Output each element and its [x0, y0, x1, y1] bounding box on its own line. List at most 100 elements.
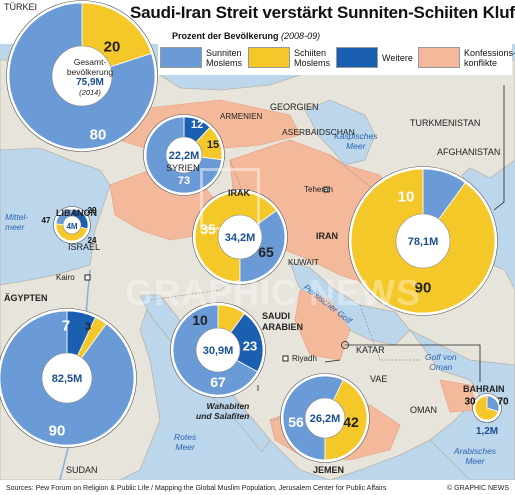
pie-value-label-iran-1: 90	[415, 279, 432, 296]
label-aegypten: ÄGYPTEN	[4, 293, 48, 303]
pie-value-label-ägypten-0: 90	[49, 422, 66, 439]
legend-swatch-sunni	[160, 47, 202, 68]
pie-value-label-libanon-1: 29	[88, 206, 97, 215]
label-georgien: GEORGIEN	[270, 102, 319, 112]
pie-center-label-iran: 78,1M	[408, 236, 439, 248]
label-golf-von-oman: Golf von Oman	[425, 352, 457, 372]
label-irak: IRAK	[228, 188, 250, 198]
pie-center-label-syrien: 22,2M	[169, 150, 200, 162]
pie-value-label-libanon-0: 24	[88, 236, 97, 245]
pie-hole-türkei	[51, 45, 113, 107]
pie-irak: 34,2M 35 65	[192, 189, 288, 285]
pie-value-label-türkei-1: 20	[104, 38, 121, 55]
pie-center-label-ägypten: 82,5M	[52, 373, 83, 385]
pie-center-label-saudi-arabien: 30,9M	[203, 345, 234, 357]
label-kairo: Kairo	[56, 273, 75, 282]
pie-value-label-jemen-0: 56	[288, 414, 304, 430]
pie-slice-bahrain-1	[474, 395, 499, 421]
label-vae: VAE	[370, 374, 388, 384]
pie-bahrain: 1,2M 30 70	[464, 393, 509, 437]
legend-item-other: Weitere	[336, 47, 413, 68]
pie-value-label-türkei-0: 80	[90, 126, 107, 143]
pie-center-label-libanon: 4M	[66, 222, 77, 231]
pie-value-label-bahrain-0: 30	[464, 397, 476, 408]
legend-item-sunni: Sunniten Moslems	[160, 47, 242, 68]
label-arabisches-meer: Arabisches Meer	[454, 446, 497, 466]
city-marker-kairo	[84, 274, 91, 281]
pie-hole-iran	[395, 213, 451, 269]
pie-value-label-syrien-1: 12	[191, 119, 203, 131]
pie-hole-libanon	[62, 215, 82, 235]
label-kuwait: KUWAIT	[288, 258, 319, 267]
pie-center-label-irak: 34,2M	[225, 232, 256, 244]
pie-hole-ägypten	[41, 352, 93, 404]
pie-value-label-ägypten-1: 7	[62, 317, 70, 334]
label-sudan: SUDAN	[66, 465, 98, 475]
label-teheran: Teheran	[304, 185, 333, 194]
credit: © GRAPHIC NEWS	[447, 485, 509, 492]
pie-value-label-bahrain-1: 70	[497, 397, 509, 408]
pie-center-label-türkei-0: Gesamt-	[74, 57, 107, 67]
pie-value-label-syrien-2: 15	[207, 139, 219, 151]
page-title: Saudi-Iran Streit verstärkt Sunniten-Sch…	[130, 3, 515, 22]
legend-label-sunni: Sunniten Moslems	[206, 47, 243, 68]
label-kaspisches-meer: Kaspisches Meer	[334, 131, 378, 151]
label-bahrain: BAHRAIN	[463, 384, 505, 394]
city-marker-tehran	[323, 186, 330, 193]
legend-label-other: Weitere	[382, 52, 413, 63]
pie-value-label-irak-0: 35	[200, 221, 216, 237]
pie-hole-syrien	[165, 136, 203, 174]
legend-item-conflict: Konfessions- konflikte	[418, 47, 515, 68]
pie-value-label-irak-1: 65	[258, 244, 274, 260]
pie-syrien: 22,2M 73 12 15	[143, 114, 225, 196]
pie-center-label-bahrain: 1,2M	[476, 426, 498, 437]
label-tuerkei: TÜRKEI	[4, 2, 38, 12]
mediterranean-sea	[0, 147, 111, 286]
legend-label-shia: Schiiten Moslems	[294, 47, 331, 68]
legend-swatch-other	[336, 47, 378, 68]
legend-item-shia: Schiiten Moslems	[248, 47, 330, 68]
label-mittelmeer: Mittel- meer	[5, 212, 29, 232]
pie-value-label-syrien-0: 73	[178, 175, 190, 187]
watermark-text: GRAPHIC NEWS	[125, 272, 422, 313]
pie-center-label-türkei-3: (2014)	[79, 88, 101, 97]
label-oman: OMAN	[410, 405, 437, 415]
label-turkmenistan: TURKMENISTAN	[410, 118, 481, 128]
pie-libanon: 4M 24 29 47	[42, 206, 97, 245]
pie-value-label-saudi-arabien-0: 67	[210, 374, 226, 390]
label-armenien: ARMENIEN	[220, 112, 263, 121]
label-riyadh: Riyadh	[292, 354, 317, 363]
pie-hole-saudi-arabien	[195, 327, 241, 373]
label-iran: IRAN	[316, 231, 338, 241]
subtitle: Prozent der Bevölkerung (2008-09)	[172, 31, 320, 41]
city-markers	[84, 186, 330, 362]
pie-saudi-arabien: 30,9M 67 10 23	[170, 302, 266, 398]
pie-value-label-libanon-2: 47	[42, 216, 51, 225]
legend-swatch-conflict	[418, 47, 460, 68]
legend-swatch-shia	[248, 47, 290, 68]
label-jemen: JEMEN	[313, 465, 345, 475]
pie-hole-jemen	[304, 397, 346, 439]
label-katar: KATAR	[356, 345, 385, 355]
pie-jemen: 26,2M 56 42	[280, 373, 370, 463]
caspian-sea	[304, 99, 376, 166]
pie-value-label-saudi-arabien-2: 23	[243, 339, 257, 354]
label-rotes-meer: Rotes Meer	[174, 432, 197, 452]
pie-value-label-ägypten-2: 3	[85, 321, 91, 333]
label-aserbaidschan: ASERBAIDSCHAN	[282, 127, 355, 137]
pie-slice-irak-0	[239, 209, 286, 283]
pie-center-label-türkei-2: 75,9M	[76, 77, 104, 88]
legend-label-conflict: Konfessions- konflikte	[464, 47, 515, 68]
label-israel: ISRAEL	[68, 242, 101, 252]
pie-slice-saudi-arabien-2	[217, 313, 264, 373]
pie-value-label-saudi-arabien-1: 10	[192, 312, 208, 328]
pointer-lines	[257, 85, 505, 391]
pie-center-label-türkei-1: bevölkerung	[67, 67, 114, 77]
pie-value-label-jemen-1: 42	[343, 414, 359, 430]
label-libanon: LIBANON	[56, 208, 97, 218]
pie-value-label-iran-0: 10	[398, 188, 415, 205]
label-syrien: SYRIEN	[166, 163, 200, 173]
